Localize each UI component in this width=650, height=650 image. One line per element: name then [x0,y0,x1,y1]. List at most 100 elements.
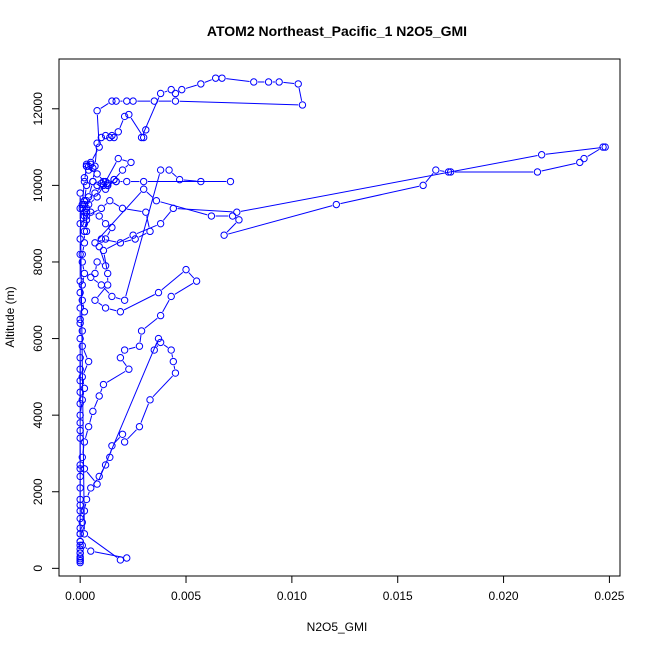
data-point [235,216,243,224]
chart-title: ATOM2 Northeast_Pacific_1 N2O5_GMI [207,23,467,39]
data-point [76,204,84,213]
data-point [91,269,99,278]
y-tick-label: 6000 [31,325,45,352]
data-point [93,107,101,115]
series-segment [80,526,83,530]
data-point [103,179,112,188]
data-point [101,177,110,186]
data-point [118,204,127,213]
data-point [78,453,86,461]
data-point [76,235,84,243]
data-point [76,334,84,343]
data-point [93,170,101,178]
data-point [129,97,137,105]
data-point [80,196,89,205]
data-point [264,78,273,86]
data-point [87,484,95,492]
series-segment [110,449,112,454]
series-segment [146,191,154,199]
data-point [93,480,101,488]
data-point [76,315,84,324]
data-point [116,556,125,564]
data-point [78,204,86,213]
series-segment [83,365,88,374]
data-point [76,530,84,538]
data-point [197,80,205,88]
series-segment [113,202,120,207]
series-segment [106,370,126,383]
series-segment [122,360,127,367]
series-segment [98,342,158,481]
data-point [156,166,165,174]
data-point [84,422,93,431]
data-point [97,204,106,213]
series-segment [100,388,103,393]
data-point [118,430,127,439]
data-point [137,327,146,335]
data-point [91,189,99,197]
series-segment [97,187,101,191]
data-point [78,396,86,404]
series-segment [85,547,88,550]
series-segment [85,430,89,439]
data-point [123,554,131,562]
data-point [275,78,283,86]
series-segment [128,346,136,350]
data-point [108,292,116,301]
data-point [294,80,302,88]
data-point [207,212,216,220]
series-segment [91,199,95,203]
series-segment [87,535,118,558]
data-point [91,239,99,247]
data-point [127,158,135,167]
x-tick-label: 0.015 [383,589,413,603]
data-point [80,174,89,182]
data-point [80,219,89,228]
data-point [175,175,184,184]
data-point [226,177,235,186]
series-segment [114,437,121,444]
data-point [169,204,178,213]
data-point [76,354,84,362]
data-point [152,196,161,205]
data-point [178,85,186,94]
data-point [87,158,95,167]
data-point [78,327,86,335]
data-point [432,166,440,174]
data-point [533,168,542,176]
data-point [95,242,103,251]
data-point [80,308,89,316]
data-point [101,219,110,228]
data-point [80,438,89,446]
data-point [80,465,89,473]
data-point [171,89,180,98]
series-segment [94,147,98,163]
y-tick-label: 12000 [31,92,45,126]
data-point [91,162,99,170]
data-point [444,168,453,176]
data-point [76,219,84,228]
data-point [78,373,86,381]
series-segment [119,120,124,129]
data-point [76,411,84,419]
data-point [76,250,84,259]
data-point [220,231,228,239]
data-point [114,128,122,136]
data-point [80,239,89,247]
data-point [114,154,122,163]
data-point [82,196,91,205]
data-point [80,212,89,220]
data-point [93,139,101,147]
data-point [84,357,93,366]
series-segment [86,471,95,482]
data-point [154,288,163,297]
series-segment [103,254,108,270]
data-point [197,177,205,186]
series-segment [82,266,85,270]
data-point [135,342,144,350]
data-point [82,181,91,190]
series-segment [109,308,117,312]
data-point [82,216,91,224]
y-tick-label: 4000 [31,401,45,428]
